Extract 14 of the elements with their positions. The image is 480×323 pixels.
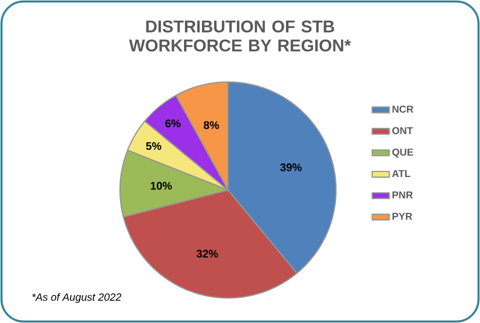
text: *As of August 2022 bbox=[32, 293, 122, 303]
data-label: 32% bbox=[196, 250, 218, 258]
legend-label: ATL bbox=[392, 170, 410, 177]
data-label: 5% bbox=[146, 142, 162, 150]
legend-label: NCR bbox=[392, 106, 414, 113]
data-label: 10% bbox=[150, 182, 172, 190]
chart-title: DISTRIBUTION OF STB WORKFORCE BY REGION* bbox=[129, 20, 351, 52]
data-label: 8% bbox=[204, 121, 220, 130]
legend-label: QUE bbox=[392, 148, 414, 158]
legend-label: PNR bbox=[392, 191, 413, 198]
legend-label: ONT bbox=[392, 127, 413, 134]
data-label: 39% bbox=[280, 163, 302, 172]
data-label: 6% bbox=[165, 120, 181, 128]
legend-label: PYR bbox=[392, 212, 412, 220]
